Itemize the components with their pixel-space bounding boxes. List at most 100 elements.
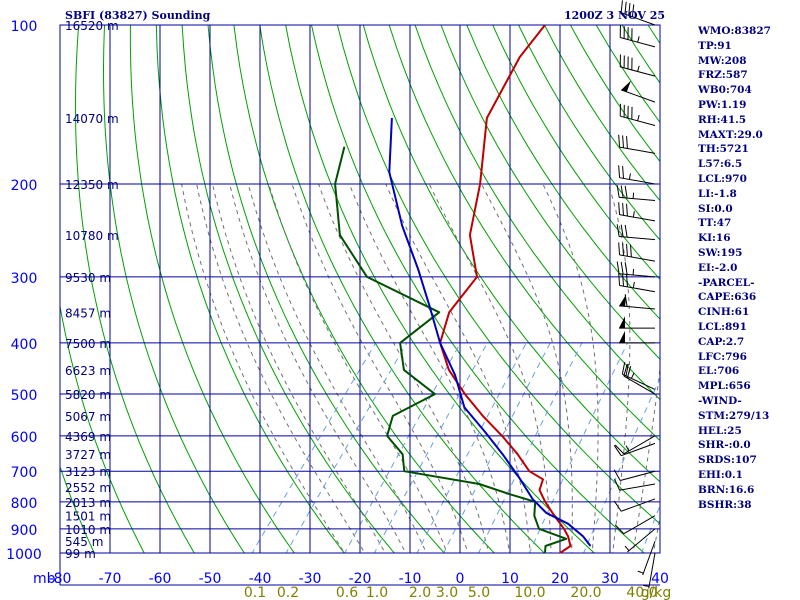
stat-item: WMO:83827 [698, 25, 771, 37]
wind-barb-staff [619, 146, 656, 154]
wind-barb [616, 185, 656, 202]
stat-item: KI:16 [698, 232, 731, 245]
dry-adiabat-line [60, 303, 145, 553]
mixing-ratio-line [443, 342, 551, 553]
wind-barb [618, 242, 656, 262]
wind-barb [616, 261, 656, 278]
parcel-trace-line [388, 117, 592, 547]
stat-item: TH:5721 [698, 143, 749, 156]
wind-barb [619, 330, 655, 344]
wind-barb-staff [619, 196, 656, 202]
stat-item: TP:91 [698, 39, 732, 52]
pressure-tick-label: 800 [11, 496, 38, 512]
mixing-ratio-line [416, 342, 527, 553]
height-label: 1501 m [65, 510, 111, 524]
wind-barb-staff [623, 515, 656, 535]
wind-barb-full [618, 134, 621, 148]
wind-barb-full [624, 294, 628, 307]
wind-barb-full [629, 244, 632, 257]
height-label: 5067 m [65, 410, 111, 424]
wind-barb-full [616, 224, 620, 237]
wind-barb-half [632, 268, 635, 276]
stat-item: LCL:970 [698, 172, 747, 185]
wind-barb-full [620, 261, 624, 275]
temperature-tick-label: 30 [601, 571, 619, 587]
dry-adiabat-line [74, 25, 195, 553]
wind-barb [623, 364, 656, 395]
moist-adiabat-line [212, 183, 386, 553]
mixing-ratio-label: 1.0 [366, 585, 388, 600]
wind-barb-staff [621, 442, 656, 457]
dry-adiabat-line [207, 25, 445, 553]
wind-barb-staff [620, 470, 656, 482]
wind-barb [621, 80, 656, 103]
dry-adiabat-line [784, 1, 800, 564]
height-label: 99 m [65, 547, 96, 561]
stat-item: EL:706 [698, 365, 740, 378]
wind-barb-full [618, 273, 621, 286]
mixing-ratio-label: 20.0 [570, 585, 601, 600]
wind-barb [618, 273, 656, 293]
mixing-ratio-line [285, 342, 408, 553]
height-label: 5820 m [65, 388, 111, 402]
wind-barb-full [616, 261, 620, 274]
wind-barb-full [618, 165, 621, 178]
stat-item: -WIND- [698, 394, 742, 407]
moist-adiabat-line [318, 183, 490, 553]
height-label: 2013 m [65, 496, 111, 510]
wind-barb-full [624, 1, 627, 15]
stats-panel: WMO:83827 TP:91 MW:208 FRZ:587 WB0:704 PW:1.1… [698, 24, 771, 512]
moist-adiabat-line [291, 183, 469, 553]
wind-barbs-group [613, 0, 656, 589]
wind-barb [619, 25, 656, 48]
mixing-ratio-label: 0.6 [336, 585, 358, 600]
stat-item: SHR-:0.0 [698, 439, 751, 452]
series-group [334, 25, 592, 553]
mixing-ratio-line [344, 342, 461, 553]
mixing-ratio-line [640, 504, 660, 553]
moist-adiabat-line [481, 183, 573, 553]
wind-barb-full [618, 202, 621, 215]
wind-barb-half [632, 192, 635, 199]
stat-item: -PARCEL- [698, 276, 755, 289]
pressure-tick-label: 500 [11, 388, 38, 404]
dry-adiabat-line [440, 25, 660, 360]
moist-adiabat-line [181, 183, 345, 553]
temperature-tick-label: -80 [49, 571, 72, 587]
temperature-tick-label: -30 [299, 571, 322, 587]
dry-adiabat-line [388, 25, 660, 442]
dry-adiabats-group [60, 1, 800, 564]
mixing-ratio-label: 0.1 [244, 585, 266, 600]
pressure-tick-label: 200 [11, 178, 38, 194]
wind-barb-half [625, 445, 630, 452]
wind-barb-staff [621, 12, 656, 26]
temperature-tick-label: -70 [99, 571, 122, 587]
wind-barb-full [620, 185, 624, 198]
temperature-line [439, 25, 572, 553]
stat-item: LFC:796 [698, 350, 747, 363]
temperature-tick-label: -40 [249, 571, 272, 587]
wind-barb-full [614, 478, 621, 491]
dry-adiabat-line [466, 25, 660, 320]
temperature-tick-label: -20 [349, 571, 372, 587]
wind-barb-staff [642, 541, 656, 576]
wind-barb [619, 316, 655, 329]
height-label: 8457 m [65, 306, 111, 320]
station-title: SBFI (83827) Sounding [65, 9, 211, 22]
wind-barb-full [626, 203, 628, 217]
wind-barb [613, 442, 656, 457]
wind-barb-full [620, 0, 623, 13]
dry-adiabat-line [336, 25, 660, 525]
moist-adiabat-line [268, 183, 448, 553]
wind-barb-staff [619, 214, 656, 222]
wind-barb-full [631, 4, 635, 17]
wind-barb-pennant [619, 316, 625, 329]
dry-adiabat-line [492, 25, 660, 281]
wind-barb-half [624, 545, 630, 552]
temperature-tick-label: -10 [399, 571, 422, 587]
stat-item: MPL:656 [698, 380, 751, 393]
wind-barb-staff [621, 89, 656, 103]
stat-item: SRDS:107 [698, 454, 757, 467]
